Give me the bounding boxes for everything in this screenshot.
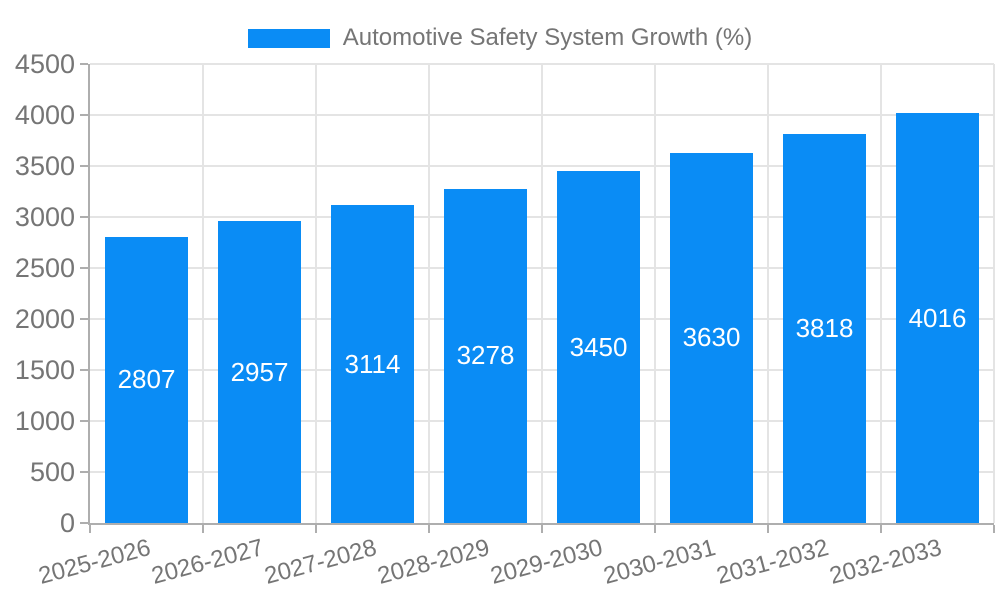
bar-value-label: 2807 xyxy=(117,364,176,395)
bar: 2957 xyxy=(218,221,301,523)
y-tick-label: 1000 xyxy=(14,405,75,436)
x-tick-label: 2028-2029 xyxy=(374,534,493,590)
y-tick-label: 3500 xyxy=(14,150,75,181)
bar: 3630 xyxy=(670,152,753,523)
bar: 4016 xyxy=(896,113,979,523)
x-gridline xyxy=(315,64,317,523)
legend-label: Automotive Safety System Growth (%) xyxy=(342,24,753,51)
x-tick xyxy=(428,525,430,533)
x-gridline xyxy=(993,64,995,523)
bar-value-label: 2957 xyxy=(230,356,289,387)
x-tick xyxy=(541,525,543,533)
y-tick-label: 4000 xyxy=(14,99,75,130)
y-tick-label: 2000 xyxy=(14,303,75,334)
x-tick-label: 2025-2026 xyxy=(35,534,154,590)
x-tick-label: 2029-2030 xyxy=(487,534,606,590)
x-gridline xyxy=(428,64,430,523)
bar: 3278 xyxy=(444,188,527,523)
bar: 3450 xyxy=(557,171,640,523)
y-tick xyxy=(80,216,88,218)
x-gridline xyxy=(880,64,882,523)
y-tick xyxy=(80,369,88,371)
y-tick xyxy=(80,267,88,269)
legend-swatch xyxy=(247,28,330,48)
y-tick-label: 4500 xyxy=(14,48,75,79)
y-tick xyxy=(80,318,88,320)
y-tick xyxy=(80,471,88,473)
y-tick-label: 2500 xyxy=(14,252,75,283)
bar-value-label: 4016 xyxy=(908,302,967,333)
x-tick-label: 2031-2032 xyxy=(713,534,832,590)
x-tick-label: 2026-2027 xyxy=(148,534,267,590)
x-gridline xyxy=(202,64,204,523)
x-tick xyxy=(880,525,882,533)
y-tick xyxy=(80,165,88,167)
bar: 2807 xyxy=(105,236,188,523)
y-tick-label: 1500 xyxy=(14,354,75,385)
x-tick xyxy=(767,525,769,533)
bar: 3114 xyxy=(331,205,414,523)
x-gridline xyxy=(541,64,543,523)
x-tick-label: 2032-2033 xyxy=(826,534,945,590)
x-tick xyxy=(202,525,204,533)
bar-value-label: 3630 xyxy=(682,322,741,353)
plot-area: 0 500 1000 1500 2000 2500 3000 3500 4000 4500 2807… xyxy=(15,50,995,590)
bar-value-label: 3278 xyxy=(456,340,515,371)
bar-value-label: 3818 xyxy=(795,312,854,343)
y-tick xyxy=(80,63,88,65)
x-gridline xyxy=(654,64,656,523)
x-gridline xyxy=(767,64,769,523)
bar-value-label: 3114 xyxy=(344,348,401,379)
y-tick-label: 0 xyxy=(59,507,75,538)
x-tick xyxy=(654,525,656,533)
x-tick-label: 2027-2028 xyxy=(261,534,380,590)
x-tick xyxy=(89,525,91,533)
bar-value-label: 3450 xyxy=(569,331,628,362)
y-tick xyxy=(80,114,88,116)
bar: 3818 xyxy=(783,133,866,523)
legend: Automotive Safety System Growth (%) xyxy=(0,24,1000,52)
y-tick-label: 3000 xyxy=(14,201,75,232)
x-tick-label: 2030-2031 xyxy=(600,534,719,590)
x-tick xyxy=(315,525,317,533)
y-tick xyxy=(80,522,88,524)
x-tick xyxy=(993,525,995,533)
y-tick xyxy=(80,420,88,422)
y-tick-label: 500 xyxy=(29,456,75,487)
